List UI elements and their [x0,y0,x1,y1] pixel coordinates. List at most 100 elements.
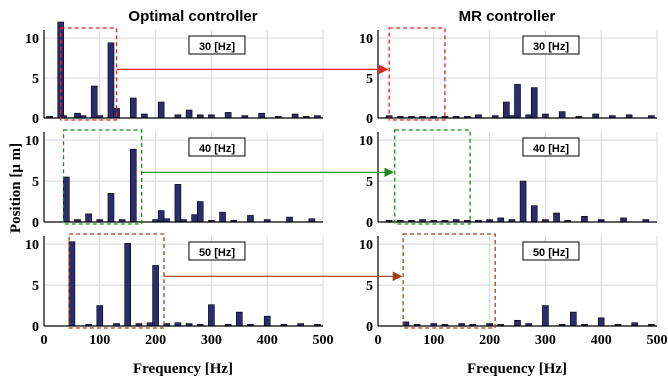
highlight-box [388,27,446,121]
bar [581,215,588,223]
highlight-box [68,233,165,329]
frequency-label: 30 [Hz] [199,41,235,53]
bar [503,101,510,119]
y-tick-label: 5 [32,175,39,190]
panel-1-right: 0 5 10 40 [Hz] [359,129,658,231]
bar [185,109,193,119]
y-tick-label: 10 [25,32,39,47]
frequency-label-box [522,137,580,157]
y-tick-label: 5 [366,279,373,294]
left-column-title: Optimal controller [128,8,257,25]
bar [157,210,165,223]
bar [196,201,204,223]
x-tick-label: 0 [375,333,382,348]
bar [558,111,566,119]
overlays [116,64,403,282]
x-axis-label-left: Frequency [Hz] [133,361,233,376]
panel-0-right: 0 5 10 30 [Hz] [359,27,658,127]
bar [107,193,115,223]
bar [530,87,538,119]
frequency-label: 50 [Hz] [199,247,235,259]
panel-0-left: 0 5 10 30 [Hz] [25,21,324,127]
frequency-label: 30 [Hz] [533,41,569,53]
bar [519,180,527,223]
y-tick-label: 10 [359,32,373,47]
bar [514,319,521,327]
bar [569,311,577,327]
frequency-label-box [522,35,580,55]
bar [68,241,76,327]
highlight-box [394,129,471,225]
y-tick-label: 0 [32,216,39,231]
y-tick-label: 0 [366,320,373,335]
y-tick-label: 10 [359,238,373,253]
x-tick-label: 100 [89,333,110,348]
bar [497,217,505,223]
bar [191,214,198,223]
bar [157,101,165,119]
bar [542,305,549,327]
bar [620,217,627,223]
highlight-box [402,233,496,329]
bar [224,112,232,119]
bar [597,317,605,327]
x-tick-label: 400 [591,333,612,348]
y-tick-label: 10 [25,238,39,253]
frequency-label: 50 [Hz] [533,247,569,259]
bar [124,243,131,327]
y-tick-label: 10 [25,134,39,149]
bar [208,304,215,327]
bar [90,85,98,119]
x-tick-label: 500 [313,333,334,348]
bar [530,205,538,223]
y-tick-label: 5 [32,72,39,87]
x-tick-label: 400 [257,333,278,348]
x-tick-label: 0 [41,333,48,348]
panel-1-left: 0 5 10 40 [Hz] [25,129,324,231]
panels: 0 5 10 30 [Hz] 0 5 10 30 [Hz] 0 5 10 40 [Hz] 0 5 10 40 … [25,21,668,348]
frequency-label-box [188,35,246,55]
x-tick-label: 500 [647,333,668,348]
bar [286,216,293,223]
bar [63,176,70,223]
y-tick-label: 5 [366,175,373,190]
x-tick-label: 300 [201,333,222,348]
bar [174,184,182,223]
bar [258,112,265,119]
y-tick-label: 0 [32,112,39,127]
frequency-label-box [522,241,580,261]
bar [129,97,137,119]
bar [236,311,243,327]
frequency-label-box [188,137,246,157]
bar [219,211,226,223]
y-tick-label: 0 [366,112,373,127]
bar [107,42,115,119]
bar [514,84,521,119]
bar [402,321,410,327]
frequency-label: 40 [Hz] [199,143,235,155]
y-tick-label: 5 [366,72,373,87]
bar [129,148,137,223]
x-tick-label: 100 [423,333,444,348]
y-tick-label: 0 [366,216,373,231]
frequency-label: 40 [Hz] [533,143,569,155]
bar [263,315,271,327]
highlight-box [62,129,143,225]
y-tick-label: 0 [32,320,39,335]
bar [85,213,92,223]
frequency-label-box [188,241,246,261]
x-axis-label-right: Frequency [Hz] [467,361,567,376]
x-tick-label: 200 [479,333,500,348]
bar [74,112,81,119]
right-column-title: MR controller [459,8,556,25]
bar [152,265,159,327]
highlight-box [60,27,118,121]
x-tick-label: 200 [145,333,166,348]
x-tick-label: 300 [535,333,556,348]
y-axis-label: Position [μ m] [8,143,24,233]
bar [96,305,104,327]
y-tick-label: 5 [32,279,39,294]
